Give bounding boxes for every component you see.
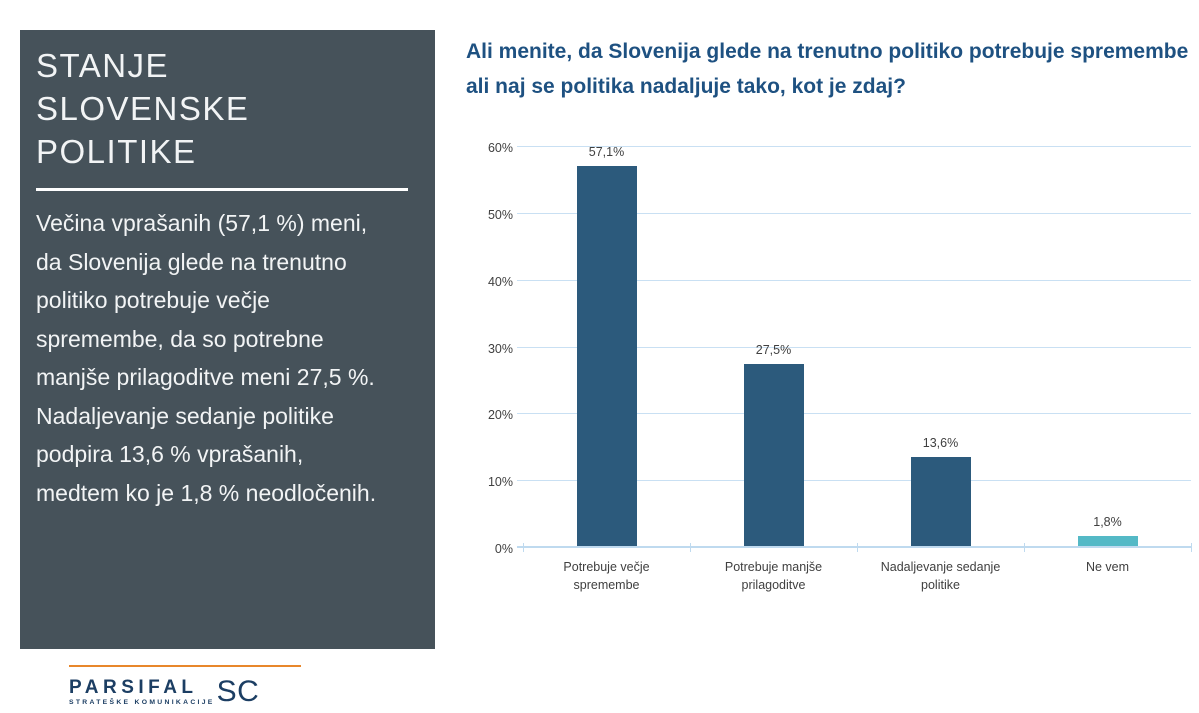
- logo-wordmark-block: PARSIFAL STRATEŠKE KOMUNIKACIJE: [69, 678, 215, 706]
- category-label: Potrebuje manjše prilagoditve: [724, 560, 823, 592]
- x-axis-tick: [690, 543, 691, 552]
- panel-body-line: medtem ko je 1,8 % neodločenih.: [36, 479, 377, 506]
- chart-question-title: Ali menite, da Slovenija glede na trenut…: [466, 40, 1189, 98]
- gridline: [517, 279, 1191, 281]
- category-label: Nadaljevanje sedanje politike: [880, 560, 1001, 592]
- panel-title: STANJE SLOVENSKE POLITIKE: [36, 44, 435, 173]
- bar-value-label: 57,1%: [588, 145, 625, 160]
- y-axis-tick-label: 30%: [487, 341, 513, 356]
- y-axis-tick-label: 40%: [487, 274, 513, 289]
- gridline: [517, 146, 1191, 147]
- panel-title-line: POLITIKE: [36, 133, 197, 170]
- y-axis-tick-label: 60%: [487, 141, 513, 155]
- y-axis-tick-label: 0%: [494, 542, 513, 556]
- panel-body-line: manjše prilagoditve meni 27,5 %.: [36, 364, 375, 390]
- bar-4: [1077, 535, 1138, 546]
- category-label: Potrebuje večje spremembe: [563, 560, 650, 592]
- bar-3: [910, 457, 971, 546]
- panel-body-line: da Slovenija glede na trenutno: [36, 248, 347, 275]
- panel-title-line: SLOVENSKE: [36, 90, 250, 127]
- x-axis-tick: [1191, 543, 1192, 552]
- x-axis-tick: [1024, 543, 1025, 552]
- logo-accent-line: [69, 665, 301, 667]
- bar-value-label: 27,5%: [755, 343, 792, 358]
- x-axis-tick: [857, 543, 858, 552]
- logo-sc-mark: SC: [216, 675, 260, 708]
- panel-body-line: podpira 13,6 % vprašanih,: [36, 441, 304, 467]
- gridline: [517, 346, 1191, 348]
- x-axis-line: [517, 546, 1191, 548]
- gridline: [517, 413, 1191, 415]
- y-axis-tick-label: 20%: [487, 408, 513, 423]
- bar-2: [743, 364, 804, 546]
- panel-body-line: Večina vprašanih (57,1 %) meni,: [36, 210, 368, 236]
- category-axis: Potrebuje večje spremembe Potrebuje manjš…: [523, 559, 1191, 594]
- logo-tagline: STRATEŠKE KOMUNIKACIJE: [69, 699, 215, 706]
- x-axis-tick: [523, 543, 524, 552]
- gridline: [517, 212, 1191, 214]
- y-axis-tick-label: 10%: [487, 475, 513, 490]
- logo-wordmark: PARSIFAL: [69, 677, 198, 698]
- bar-1: [576, 166, 637, 546]
- bar-value-label: 13,6%: [922, 436, 959, 451]
- bar-value-label: 1,8%: [1093, 514, 1122, 529]
- panel-body-line: spremembe, da so potrebne: [36, 325, 324, 352]
- plot-area: 0% 10% 20% 30% 40% 50% 60% 57,1% 27,5% 13,6% 1,8%: [488, 141, 1192, 556]
- panel-title-underline: [36, 188, 408, 191]
- panel-title-line: STANJE: [36, 47, 170, 84]
- panel-body-line: Nadaljevanje sedanje politike: [36, 402, 334, 429]
- category-label: Ne vem: [1085, 560, 1130, 574]
- parsifal-logo: PARSIFAL STRATEŠKE KOMUNIKACIJE SC: [69, 675, 260, 708]
- left-panel: STANJE SLOVENSKE POLITIKE Večina vprašanih…: [20, 30, 435, 649]
- y-axis-tick-label: 50%: [487, 207, 513, 222]
- gridline: [517, 480, 1191, 482]
- panel-body: Večina vprašanih (57,1 %) meni, da Sloven…: [36, 204, 435, 512]
- panel-body-line: politiko potrebuje večje: [36, 287, 270, 313]
